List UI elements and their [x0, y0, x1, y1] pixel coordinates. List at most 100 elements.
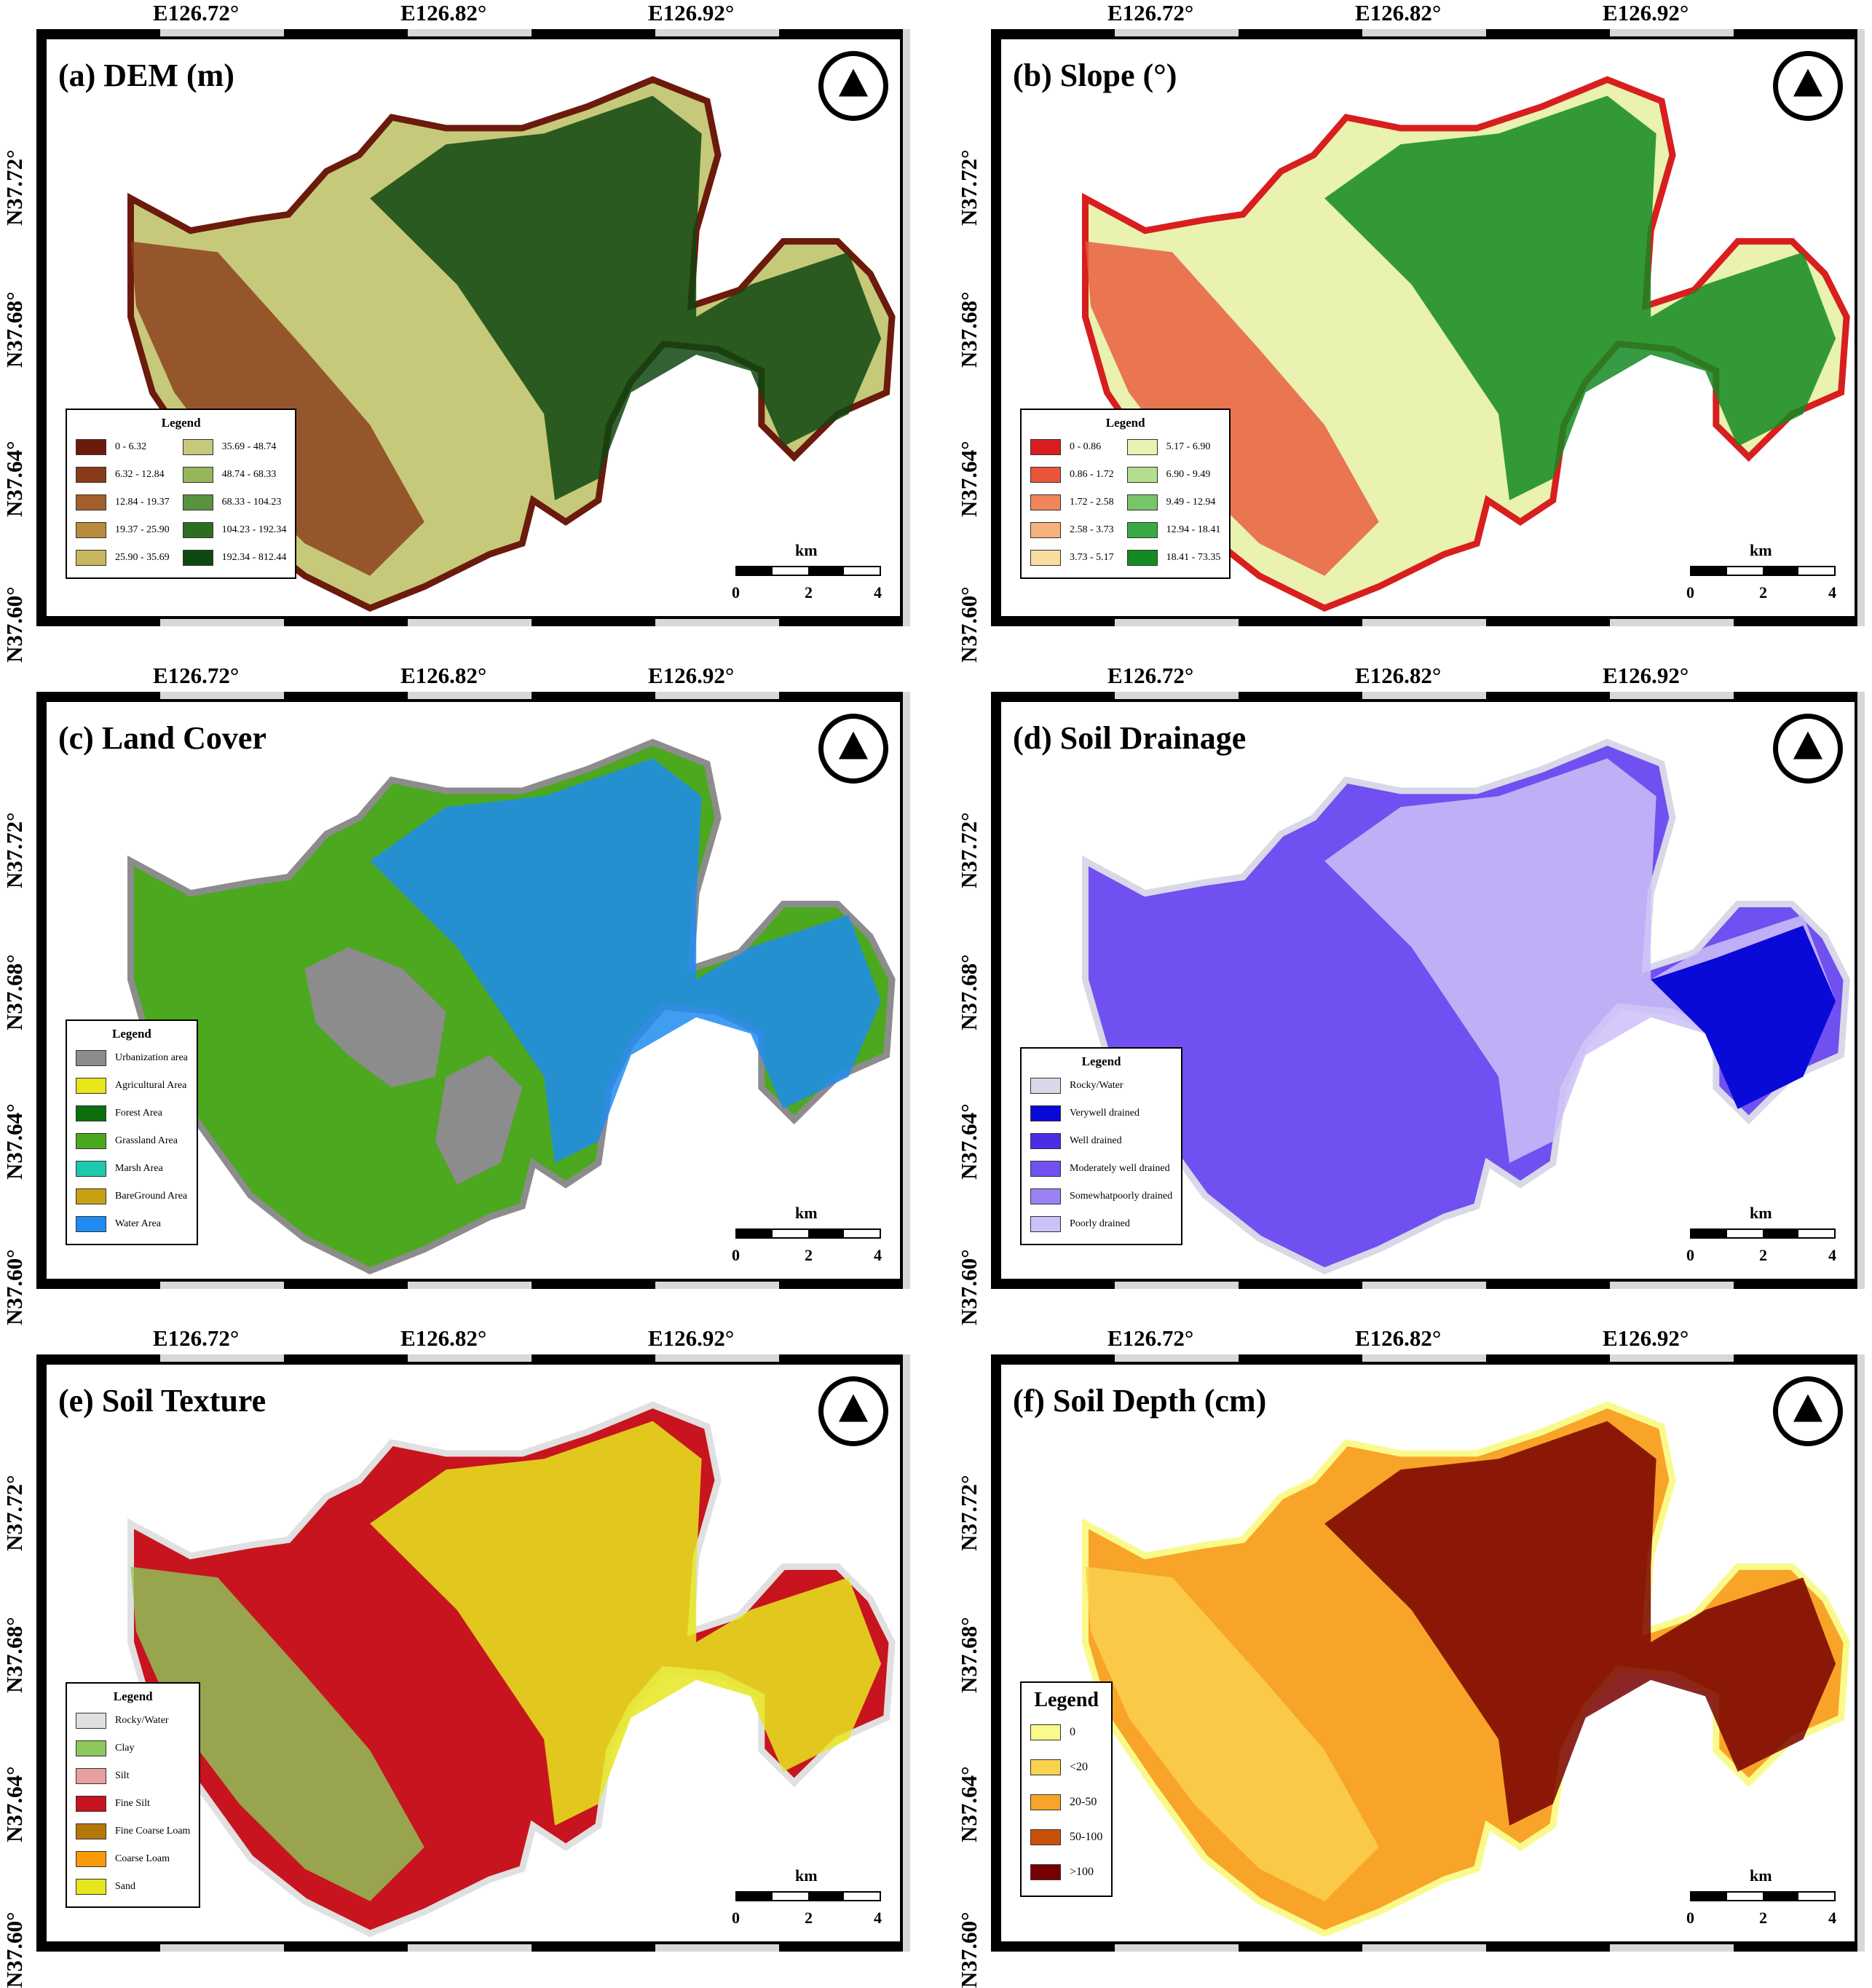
map-legend: Legend 0 <20 20-50 50-100 >100: [1020, 1681, 1113, 1897]
north-arrow-triangle: [1793, 68, 1822, 97]
map-canvas: [127, 1401, 896, 1938]
scale-segment: [808, 1230, 844, 1237]
scale-unit: km: [1750, 1866, 1772, 1885]
legend-swatch: [1030, 1188, 1061, 1204]
legend-label: 0.86 - 1.72: [1070, 469, 1114, 480]
latitude-tick-label: N37.64°: [1, 1766, 27, 1842]
scale-bar-graphic: [735, 1228, 881, 1239]
legend-item: Rocky/Water: [76, 1707, 190, 1735]
legend-label: Fine Silt: [115, 1798, 150, 1809]
latitude-tick-label: N37.68°: [1, 1617, 27, 1693]
legend-label: <20: [1070, 1761, 1089, 1773]
map-canvas: [1082, 76, 1850, 612]
legend-item: 20-50: [1030, 1785, 1102, 1820]
legend-label: Coarse Loam: [115, 1853, 170, 1864]
longitude-tick-label: E126.82°: [1355, 1325, 1442, 1351]
legend-item: Silt: [76, 1762, 190, 1790]
north-arrow-triangle: [839, 68, 868, 97]
scale-bar-graphic: [1690, 1891, 1836, 1901]
scale-tick-label: 2: [1759, 1246, 1767, 1264]
legend-label: Poorly drained: [1070, 1218, 1130, 1229]
legend-item: Rocky/Water: [1030, 1072, 1172, 1100]
legend-item: <20: [1030, 1750, 1102, 1785]
latitude-tick-label: N37.60°: [1, 1249, 27, 1325]
longitude-tick-label: E126.72°: [1107, 1325, 1194, 1351]
latitude-tick-label: N37.60°: [1, 586, 27, 663]
legend-swatch: [1030, 467, 1061, 483]
legend-swatch: [1030, 494, 1061, 510]
legend-item: 48.74 - 68.33: [182, 461, 287, 489]
legend-item: 104.23 - 192.34: [182, 516, 286, 544]
latitude-tick-label: N37.64°: [956, 1766, 982, 1842]
legend-label: 2.58 - 3.73: [1070, 524, 1114, 535]
legend-swatch: [1030, 1078, 1061, 1094]
longitude-tick-label: E126.72°: [153, 1325, 240, 1351]
legend-swatch: [76, 1105, 106, 1121]
legend-label: 20-50: [1070, 1796, 1097, 1808]
legend-item: 0 - 6.32: [76, 433, 170, 461]
legend-label: Rocky/Water: [1070, 1080, 1123, 1091]
scale-segment: [1727, 1893, 1763, 1900]
scale-segment: [844, 1230, 880, 1237]
legend-swatch: [1126, 439, 1158, 455]
longitude-tick-label: E126.92°: [1603, 663, 1689, 688]
scale-segment: [737, 567, 773, 575]
legend-swatch: [1126, 550, 1158, 566]
legend-item: 0.86 - 1.72: [1030, 461, 1114, 489]
panel-title: (e) Soil Texture: [58, 1383, 266, 1419]
legend-swatch: [76, 494, 106, 510]
scale-bar: km 0 2 4: [728, 1866, 882, 1932]
high-class-zone: [370, 758, 882, 1164]
scale-segment: [737, 1230, 773, 1237]
scale-tick-label: 0: [732, 1909, 740, 1927]
map-legend: Legend Rocky/Water Verywell drained Well dr…: [1020, 1047, 1183, 1245]
map-legend: Legend 0 - 6.32 35.69 - 48.74 6.32 - 12.84 4…: [66, 409, 297, 579]
legend-title: Legend: [1034, 1689, 1099, 1711]
legend-label: 68.33 - 104.23: [221, 497, 282, 508]
latitude-tick-label: N37.60°: [1, 1912, 27, 1988]
map-panel: E126.72° E126.82° E126.92° N37.72° N37.68° N3…: [955, 1325, 1872, 1988]
legend-swatch: [182, 439, 213, 455]
legend-label: 19.37 - 25.90: [115, 524, 170, 535]
legend-swatch: [1030, 1133, 1061, 1149]
map-panel: E126.72° E126.82° E126.92° N37.72° N37.68° N3…: [0, 663, 917, 1325]
legend-item: 50-100: [1030, 1820, 1102, 1855]
legend-swatch: [76, 1188, 106, 1204]
legend-swatch: [76, 1879, 106, 1895]
scale-tick-label: 4: [1828, 583, 1836, 601]
scale-tick-label: 2: [1759, 583, 1767, 601]
legend-label: Clay: [115, 1743, 135, 1754]
latitude-tick-label: N37.68°: [1, 291, 27, 368]
legend-label: Well drained: [1070, 1135, 1122, 1146]
longitude-tick-label: E126.82°: [400, 663, 487, 688]
legend-swatch: [1030, 1759, 1061, 1775]
legend-label: 6.32 - 12.84: [115, 469, 165, 480]
scale-unit: km: [795, 541, 818, 559]
legend-label: Moderately well drained: [1070, 1163, 1170, 1174]
legend-item: Grassland Area: [76, 1127, 188, 1155]
legend-label: 0 - 6.32: [115, 441, 147, 452]
scale-bar-graphic: [1690, 1228, 1836, 1239]
latitude-tick-label: N37.64°: [1, 1103, 27, 1180]
legend-swatch: [76, 1851, 106, 1867]
latitude-tick-label: N37.68°: [1, 954, 27, 1030]
legend-item: Well drained: [1030, 1127, 1172, 1155]
legend-item: >100: [1030, 1855, 1102, 1890]
map-panel: E126.72° E126.82° E126.92° N37.72° N37.68° N3…: [0, 1325, 917, 1988]
legend-swatch: [1030, 550, 1061, 566]
legend-label: Fine Coarse Loam: [115, 1826, 191, 1837]
longitude-tick-label: E126.72°: [153, 0, 240, 25]
legend-item: 3.73 - 5.17: [1030, 544, 1114, 572]
legend-swatch: [76, 550, 106, 566]
legend-swatch: [76, 1050, 106, 1066]
legend-item: 0: [1030, 1715, 1102, 1750]
scale-bar: km 0 2 4: [1683, 541, 1836, 607]
legend-label: Forest Area: [115, 1108, 162, 1119]
legend-label: Grassland Area: [115, 1135, 178, 1146]
legend-item: 35.69 - 48.74: [182, 433, 287, 461]
scale-segment: [1727, 1230, 1763, 1237]
scale-tick-label: 4: [1828, 1246, 1836, 1264]
legend-swatch: [1030, 1794, 1061, 1810]
legend-item: 19.37 - 25.90: [76, 516, 170, 544]
latitude-tick-label: N37.68°: [956, 1617, 982, 1693]
